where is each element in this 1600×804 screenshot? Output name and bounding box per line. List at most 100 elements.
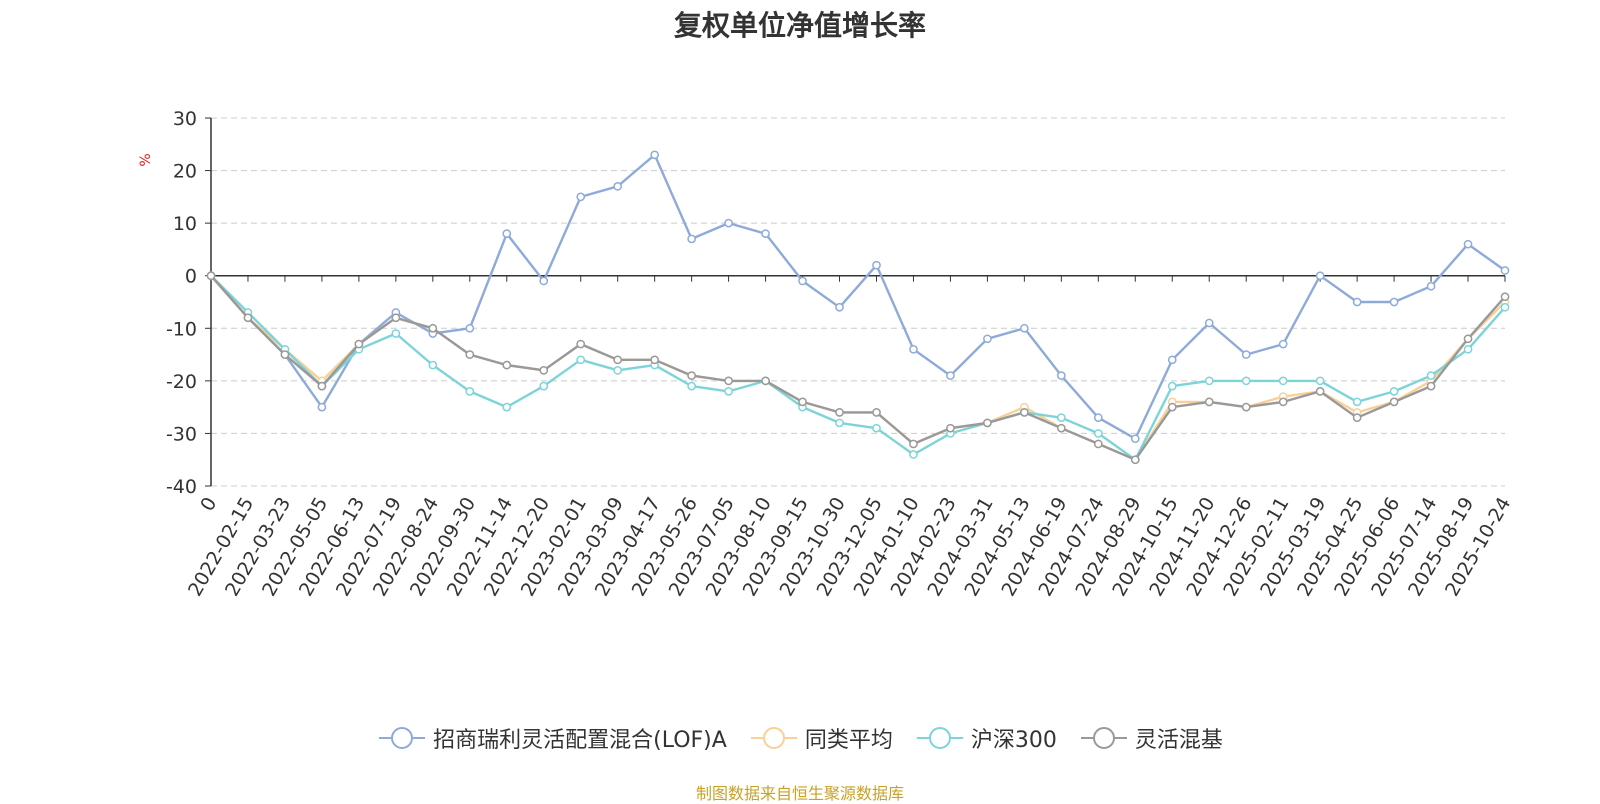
data-point (1352, 397, 1362, 407)
data-point (1315, 271, 1325, 281)
data-point (687, 234, 696, 244)
legend-swatch-icon (379, 727, 426, 749)
data-point (428, 360, 438, 370)
axes: 3020100-10-20-30-4002022-02-152022-03-23… (166, 108, 1515, 600)
data-point (909, 450, 918, 459)
chart-title: 复权单位净值增长率 (673, 9, 926, 42)
data-point (1463, 239, 1473, 249)
data-point (391, 329, 401, 338)
data-point (724, 218, 733, 228)
data-point (1020, 323, 1029, 333)
data-point (1278, 376, 1288, 386)
data-point (983, 418, 992, 428)
y-tick-label: 0 (185, 266, 197, 288)
data-point (1167, 381, 1177, 391)
data-point (1241, 402, 1251, 412)
data-point (206, 271, 216, 281)
data-point (1389, 397, 1399, 407)
data-point (1463, 344, 1473, 354)
data-point (1093, 429, 1103, 438)
data-point (1204, 397, 1214, 407)
legend-item[interactable]: 灵活混基 (1079, 722, 1223, 754)
y-tick-label: 20 (173, 161, 197, 183)
data-point (1426, 371, 1436, 380)
data-point (391, 313, 401, 323)
data-point (1389, 297, 1399, 307)
data-point (1056, 413, 1066, 423)
data-point (613, 181, 623, 191)
legend-label: 同类平均 (804, 728, 893, 753)
data-point (1093, 439, 1103, 449)
data-point (835, 408, 844, 417)
data-point (1278, 339, 1288, 349)
data-point (1426, 281, 1436, 291)
data-point (1093, 413, 1103, 423)
data-point (1056, 423, 1066, 433)
legend-label: 招商瑞利灵活配置混合(LOF)A (433, 728, 727, 753)
data-point (687, 371, 696, 380)
series-line (210, 274, 1506, 461)
data-point (1167, 402, 1177, 412)
data-point (576, 355, 586, 365)
data-point (724, 387, 733, 396)
data-point (1130, 455, 1140, 465)
data-point (835, 302, 844, 312)
legend: 招商瑞利灵活配置混合(LOF)A 同类平均 沪深300 灵活混基 (0, 722, 1600, 754)
series-3 (206, 271, 1510, 465)
data-point (243, 313, 253, 323)
data-point (539, 276, 549, 286)
y-axis-unit-label: % (138, 153, 154, 166)
data-point (1204, 376, 1214, 386)
data-point (761, 229, 770, 239)
data-point (502, 229, 512, 239)
data-point (983, 334, 992, 344)
data-point (1167, 355, 1177, 365)
data-point (1352, 413, 1362, 423)
legend-item[interactable]: 招商瑞利灵活配置混合(LOF)A (377, 722, 727, 754)
data-point (1463, 334, 1473, 344)
data-point (465, 350, 475, 359)
data-point (798, 276, 807, 286)
data-point (1315, 376, 1325, 386)
data-point (650, 355, 660, 365)
data-point (1500, 292, 1510, 302)
data-point (909, 439, 918, 449)
data-point (946, 371, 955, 380)
y-tick-label: -10 (166, 318, 197, 340)
data-point (613, 365, 623, 375)
legend-swatch-icon (916, 727, 963, 749)
data-point (317, 402, 327, 412)
data-point (1056, 371, 1066, 380)
data-point (1426, 381, 1436, 391)
data-point (1500, 302, 1510, 312)
y-tick-label: 30 (173, 108, 197, 130)
data-point (1500, 266, 1510, 275)
y-tick-label: -30 (166, 423, 197, 445)
data-point (761, 376, 770, 386)
data-point (835, 418, 844, 428)
data-point (465, 387, 475, 396)
data-point (354, 339, 364, 349)
data-point (1352, 297, 1362, 307)
data-point (1241, 376, 1251, 386)
legend-label: 灵活混基 (1134, 728, 1223, 753)
data-point (946, 423, 955, 433)
data-point (576, 192, 586, 202)
data-point (872, 423, 881, 433)
data-point (724, 376, 733, 386)
legend-item[interactable]: 沪深300 (915, 722, 1057, 754)
data-point (576, 339, 586, 349)
data-point (1315, 387, 1325, 396)
data-point (687, 381, 696, 391)
legend-item[interactable]: 同类平均 (749, 722, 893, 754)
data-point (1130, 434, 1140, 444)
data-point (1241, 350, 1251, 359)
data-point (465, 323, 475, 333)
y-tick-label: -40 (166, 476, 197, 498)
data-point (909, 344, 918, 354)
grid-lines (211, 117, 1505, 487)
data-point (317, 381, 327, 391)
data-point (872, 260, 881, 270)
data-point (613, 355, 623, 365)
